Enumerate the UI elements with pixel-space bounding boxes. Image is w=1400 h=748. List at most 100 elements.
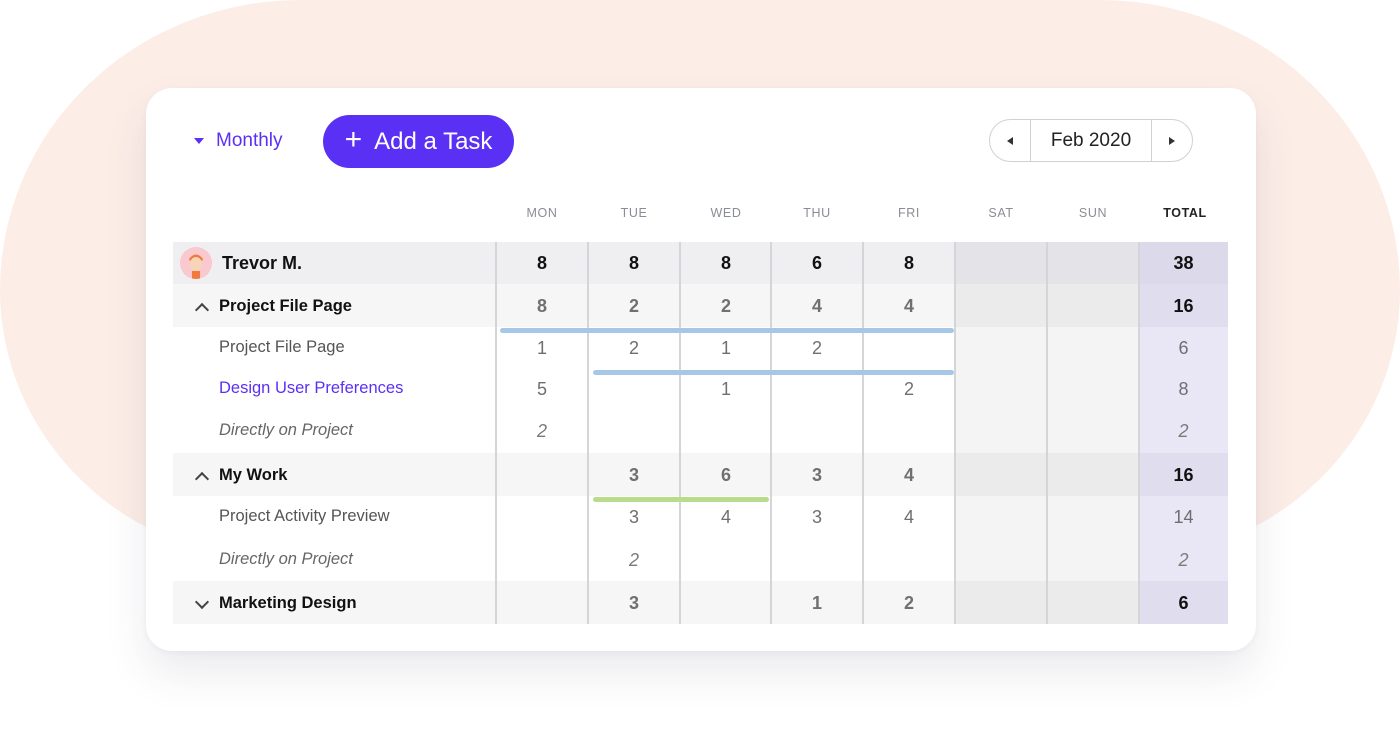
hour-cell[interactable]: 1 [720, 337, 731, 358]
hour-cell[interactable]: 3 [811, 464, 822, 485]
weekend-cell [955, 284, 1047, 327]
hour-cell[interactable]: 6 [720, 464, 731, 485]
hour-cell[interactable]: 2 [903, 378, 914, 399]
column-divider [679, 242, 681, 624]
hour-cell[interactable]: 2 [903, 592, 914, 613]
hour-cell[interactable]: 3 [811, 507, 822, 527]
task-bar-project-activity-preview [593, 497, 769, 502]
hour-cell[interactable]: 6 [811, 253, 822, 273]
column-divider [954, 242, 956, 624]
view-mode-dropdown[interactable]: Monthly [194, 130, 283, 152]
group-label[interactable]: Marketing Design [219, 593, 357, 612]
column-divider [587, 242, 589, 624]
caret-left-icon [1007, 136, 1013, 145]
day-header-mon: MON [526, 206, 558, 220]
column-divider [1138, 242, 1140, 624]
row-total: 38 [1173, 253, 1194, 273]
weekend-cell [955, 496, 1047, 538]
task-bar-design-user-preferences [593, 370, 954, 375]
hour-cell[interactable]: 8 [720, 253, 731, 273]
hour-cell[interactable]: 4 [903, 507, 914, 527]
hour-cell[interactable]: 4 [903, 464, 914, 485]
weekend-cell [955, 368, 1047, 409]
column-divider [862, 242, 864, 624]
hour-cell[interactable]: 3 [628, 464, 639, 485]
hour-cell[interactable]: 2 [811, 337, 822, 358]
total-cell [1139, 581, 1228, 624]
weekend-cell [955, 538, 1047, 581]
day-header-fri: FRI [898, 206, 920, 220]
row-total: 2 [1178, 549, 1189, 570]
row-total: 16 [1173, 464, 1194, 485]
hour-cell[interactable]: 8 [536, 253, 547, 273]
total-cell [1139, 327, 1228, 368]
group-label[interactable]: My Work [219, 465, 288, 484]
task-label[interactable]: Project File Page [219, 337, 345, 356]
hour-cell[interactable]: 2 [628, 337, 639, 358]
weekend-cell [955, 242, 1047, 284]
weekend-cell [955, 581, 1047, 624]
hour-cell[interactable]: 3 [628, 507, 639, 527]
weekend-cell [955, 409, 1047, 453]
task-label[interactable]: Project Activity Preview [219, 507, 390, 525]
add-task-label: Add a Task [374, 127, 493, 155]
day-header-thu: THU [803, 206, 831, 220]
task-label[interactable]: Design User Preferences [219, 378, 404, 397]
task-label: Directly on Project [219, 549, 353, 568]
hour-cell[interactable]: 1 [720, 378, 731, 399]
weekend-cell [1047, 453, 1139, 496]
hour-cell[interactable]: 8 [903, 253, 914, 273]
hour-cell[interactable]: 4 [811, 295, 822, 316]
row-total: 6 [1178, 337, 1189, 358]
hour-cell[interactable]: 2 [536, 421, 547, 441]
hour-cell[interactable]: 3 [628, 592, 639, 613]
column-divider [495, 242, 497, 624]
weekend-cell [1047, 242, 1139, 284]
caret-down-icon [194, 138, 204, 144]
hour-cell[interactable]: 8 [536, 295, 547, 316]
weekend-cell [955, 453, 1047, 496]
row-total: 8 [1178, 378, 1189, 399]
total-header: TOTAL [1163, 206, 1207, 220]
weekend-cell [1047, 327, 1139, 368]
task-bar-project-file-page [500, 328, 954, 333]
weekend-cell [1047, 284, 1139, 327]
caret-right-icon [1169, 136, 1175, 145]
total-cell [1139, 242, 1228, 284]
row-total: 16 [1173, 295, 1194, 316]
weekend-cell [1047, 496, 1139, 538]
total-cell [1139, 284, 1228, 327]
hour-cell[interactable]: 4 [903, 295, 914, 316]
day-header-sat: SAT [988, 206, 1014, 220]
row-total: 2 [1178, 421, 1189, 441]
total-cell [1139, 409, 1228, 453]
previous-period-button[interactable] [990, 120, 1031, 161]
add-task-button[interactable]: + Add a Task [323, 115, 514, 168]
hour-cell[interactable]: 5 [536, 378, 547, 399]
hour-cell[interactable]: 2 [720, 295, 731, 316]
day-header-wed: WED [710, 206, 742, 220]
total-cell [1139, 538, 1228, 581]
date-navigator: Feb 2020 [989, 119, 1193, 162]
hour-cell[interactable]: 4 [720, 507, 731, 527]
column-divider [770, 242, 772, 624]
view-mode-label: Monthly [216, 130, 283, 151]
column-divider [1046, 242, 1048, 624]
weekend-cell [1047, 409, 1139, 453]
hour-cell[interactable]: 2 [628, 295, 639, 316]
group-label[interactable]: Project File Page [219, 296, 352, 315]
hour-cell[interactable]: 8 [628, 253, 639, 273]
hour-cell[interactable]: 2 [628, 549, 639, 570]
current-period: Feb 2020 [1050, 129, 1132, 151]
hour-cell[interactable]: 1 [536, 337, 547, 358]
next-period-button[interactable] [1151, 120, 1192, 161]
task-label: Directly on Project [219, 421, 353, 439]
weekend-cell [1047, 368, 1139, 409]
weekend-cell [1047, 538, 1139, 581]
hour-cell[interactable]: 1 [811, 592, 822, 613]
user-name[interactable]: Trevor M. [222, 253, 303, 273]
weekend-cell [955, 327, 1047, 368]
row-total: 14 [1173, 507, 1194, 527]
weekend-cell [1047, 581, 1139, 624]
day-header-tue: TUE [620, 206, 648, 220]
